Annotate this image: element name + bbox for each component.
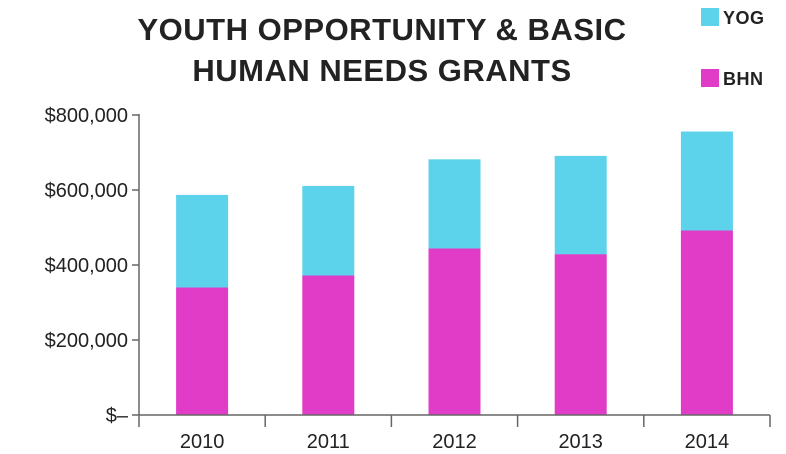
x-tick-label: 2011 (307, 431, 350, 453)
y-tick-label: $600,000 (45, 180, 128, 202)
legend-swatch-bhn (701, 69, 719, 87)
x-tick-label: 2012 (432, 431, 477, 453)
bar-bhn-2010 (176, 287, 229, 415)
bar-bhn-2011 (302, 275, 355, 415)
y-tick-label: $800,000 (45, 105, 128, 127)
chart-title-line-1: YOUTH OPPORTUNITY & BASIC (137, 12, 626, 47)
y-tick-label: $400,000 (45, 255, 128, 277)
legend-label-bhn: BHN (723, 69, 764, 89)
chart-title-line-2: HUMAN NEEDS GRANTS (192, 53, 571, 88)
axes: $– $200,000 $400,000 $600,000 $800,000 2010 20… (45, 105, 771, 453)
bar-yog-2014 (680, 131, 733, 231)
bar-yog-2011 (302, 185, 355, 276)
bar-bhn-2013 (554, 254, 607, 415)
bar-yog-2010 (176, 194, 229, 288)
bar-bhn-2012 (428, 248, 481, 415)
legend-label-yog: YOG (723, 8, 765, 28)
legend: YOG BHN (701, 8, 765, 89)
x-tick-label: 2014 (685, 431, 730, 453)
legend-swatch-yog (701, 8, 719, 26)
bar-yog-2012 (428, 159, 481, 249)
x-tick-label: 2010 (180, 431, 225, 453)
y-tick-label: $200,000 (45, 330, 128, 352)
bar-bhn-2014 (680, 230, 733, 415)
y-tick-label: $– (106, 405, 129, 427)
x-tick-label: 2013 (558, 431, 603, 453)
bar-yog-2013 (554, 155, 607, 255)
bars (176, 131, 733, 415)
